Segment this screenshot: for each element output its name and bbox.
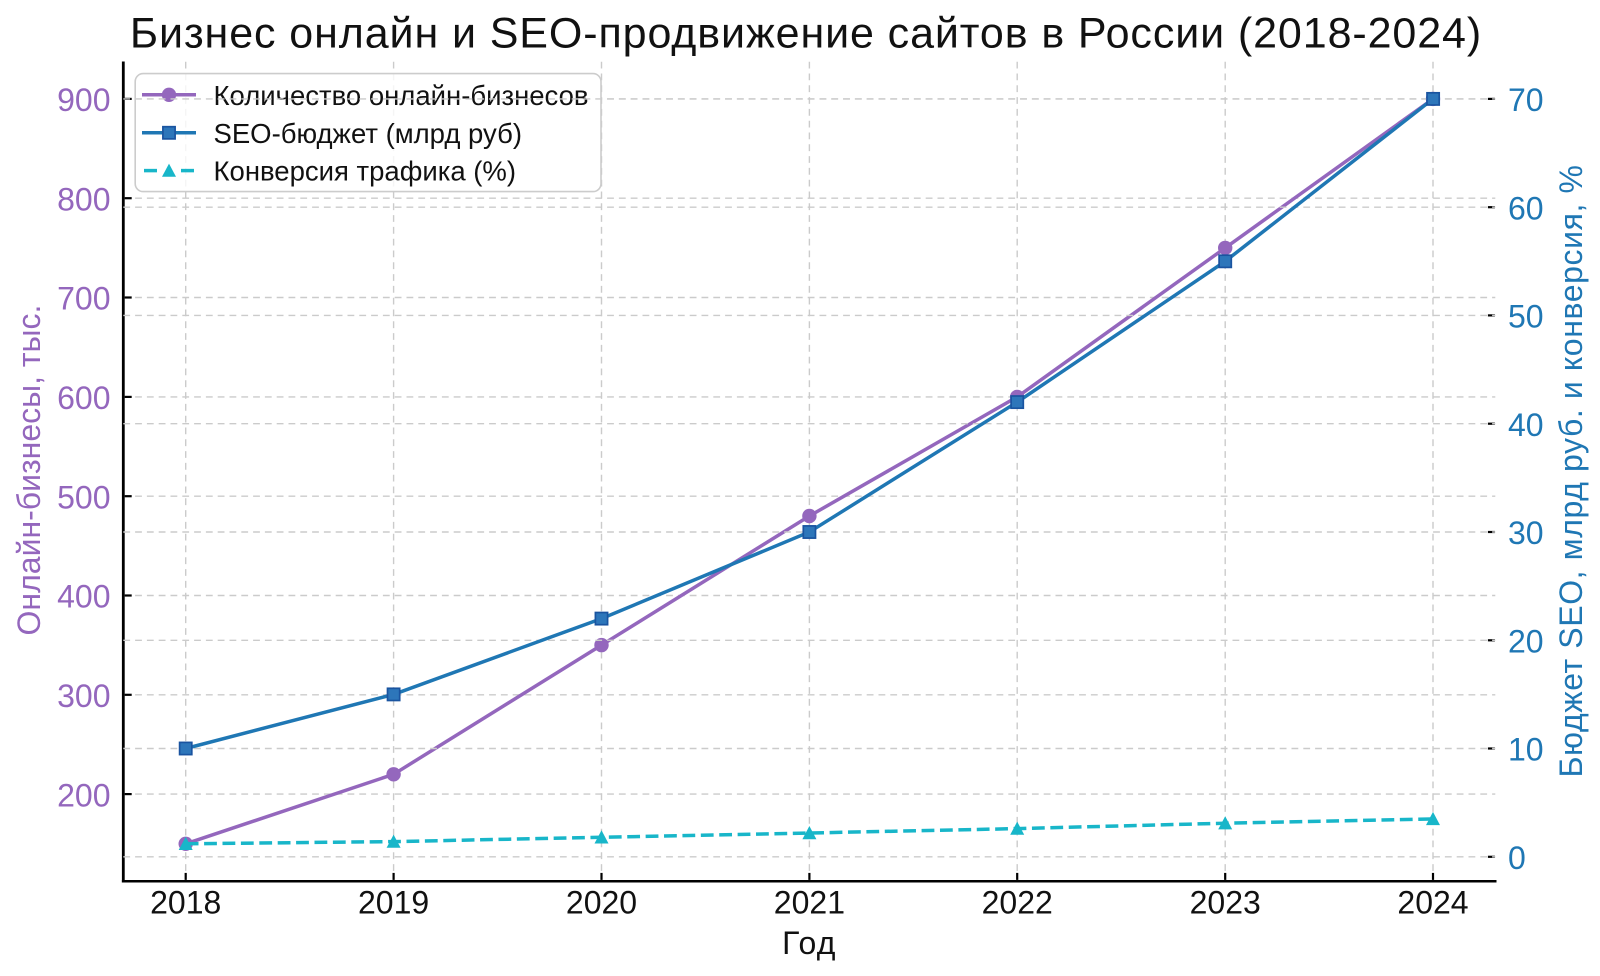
svg-text:200: 200 (57, 777, 110, 813)
svg-text:400: 400 (57, 579, 110, 615)
svg-text:SEO-бюджет (млрд руб): SEO-бюджет (млрд руб) (214, 118, 522, 149)
svg-text:20: 20 (1508, 624, 1544, 660)
svg-text:60: 60 (1508, 190, 1544, 226)
svg-text:900: 900 (57, 82, 110, 118)
svg-text:Количество онлайн-бизнесов: Количество онлайн-бизнесов (214, 80, 589, 111)
svg-text:2021: 2021 (774, 885, 845, 921)
svg-text:Конверсия трафика (%): Конверсия трафика (%) (214, 156, 517, 187)
svg-text:Бюджет SEO, млрд руб. и конвер: Бюджет SEO, млрд руб. и конверсия, % (1553, 164, 1589, 777)
svg-text:2019: 2019 (358, 885, 429, 921)
svg-text:500: 500 (57, 479, 110, 515)
svg-text:2024: 2024 (1397, 885, 1468, 921)
svg-text:Год: Год (782, 925, 837, 961)
svg-text:2020: 2020 (566, 885, 637, 921)
svg-text:Бизнес онлайн и SEO-продвижени: Бизнес онлайн и SEO-продвижение сайтов в… (130, 10, 1482, 58)
svg-text:800: 800 (57, 181, 110, 217)
svg-text:2022: 2022 (982, 885, 1053, 921)
svg-text:Онлайн-бизнесы, тыс.: Онлайн-бизнесы, тыс. (11, 305, 47, 636)
svg-text:30: 30 (1508, 515, 1544, 551)
svg-text:2023: 2023 (1190, 885, 1261, 921)
svg-text:0: 0 (1508, 840, 1526, 876)
svg-text:2018: 2018 (150, 885, 221, 921)
svg-text:50: 50 (1508, 299, 1544, 335)
svg-text:300: 300 (57, 678, 110, 714)
svg-text:700: 700 (57, 281, 110, 317)
svg-text:40: 40 (1508, 407, 1544, 443)
svg-text:600: 600 (57, 380, 110, 416)
svg-text:10: 10 (1508, 732, 1544, 768)
svg-text:70: 70 (1508, 82, 1544, 118)
